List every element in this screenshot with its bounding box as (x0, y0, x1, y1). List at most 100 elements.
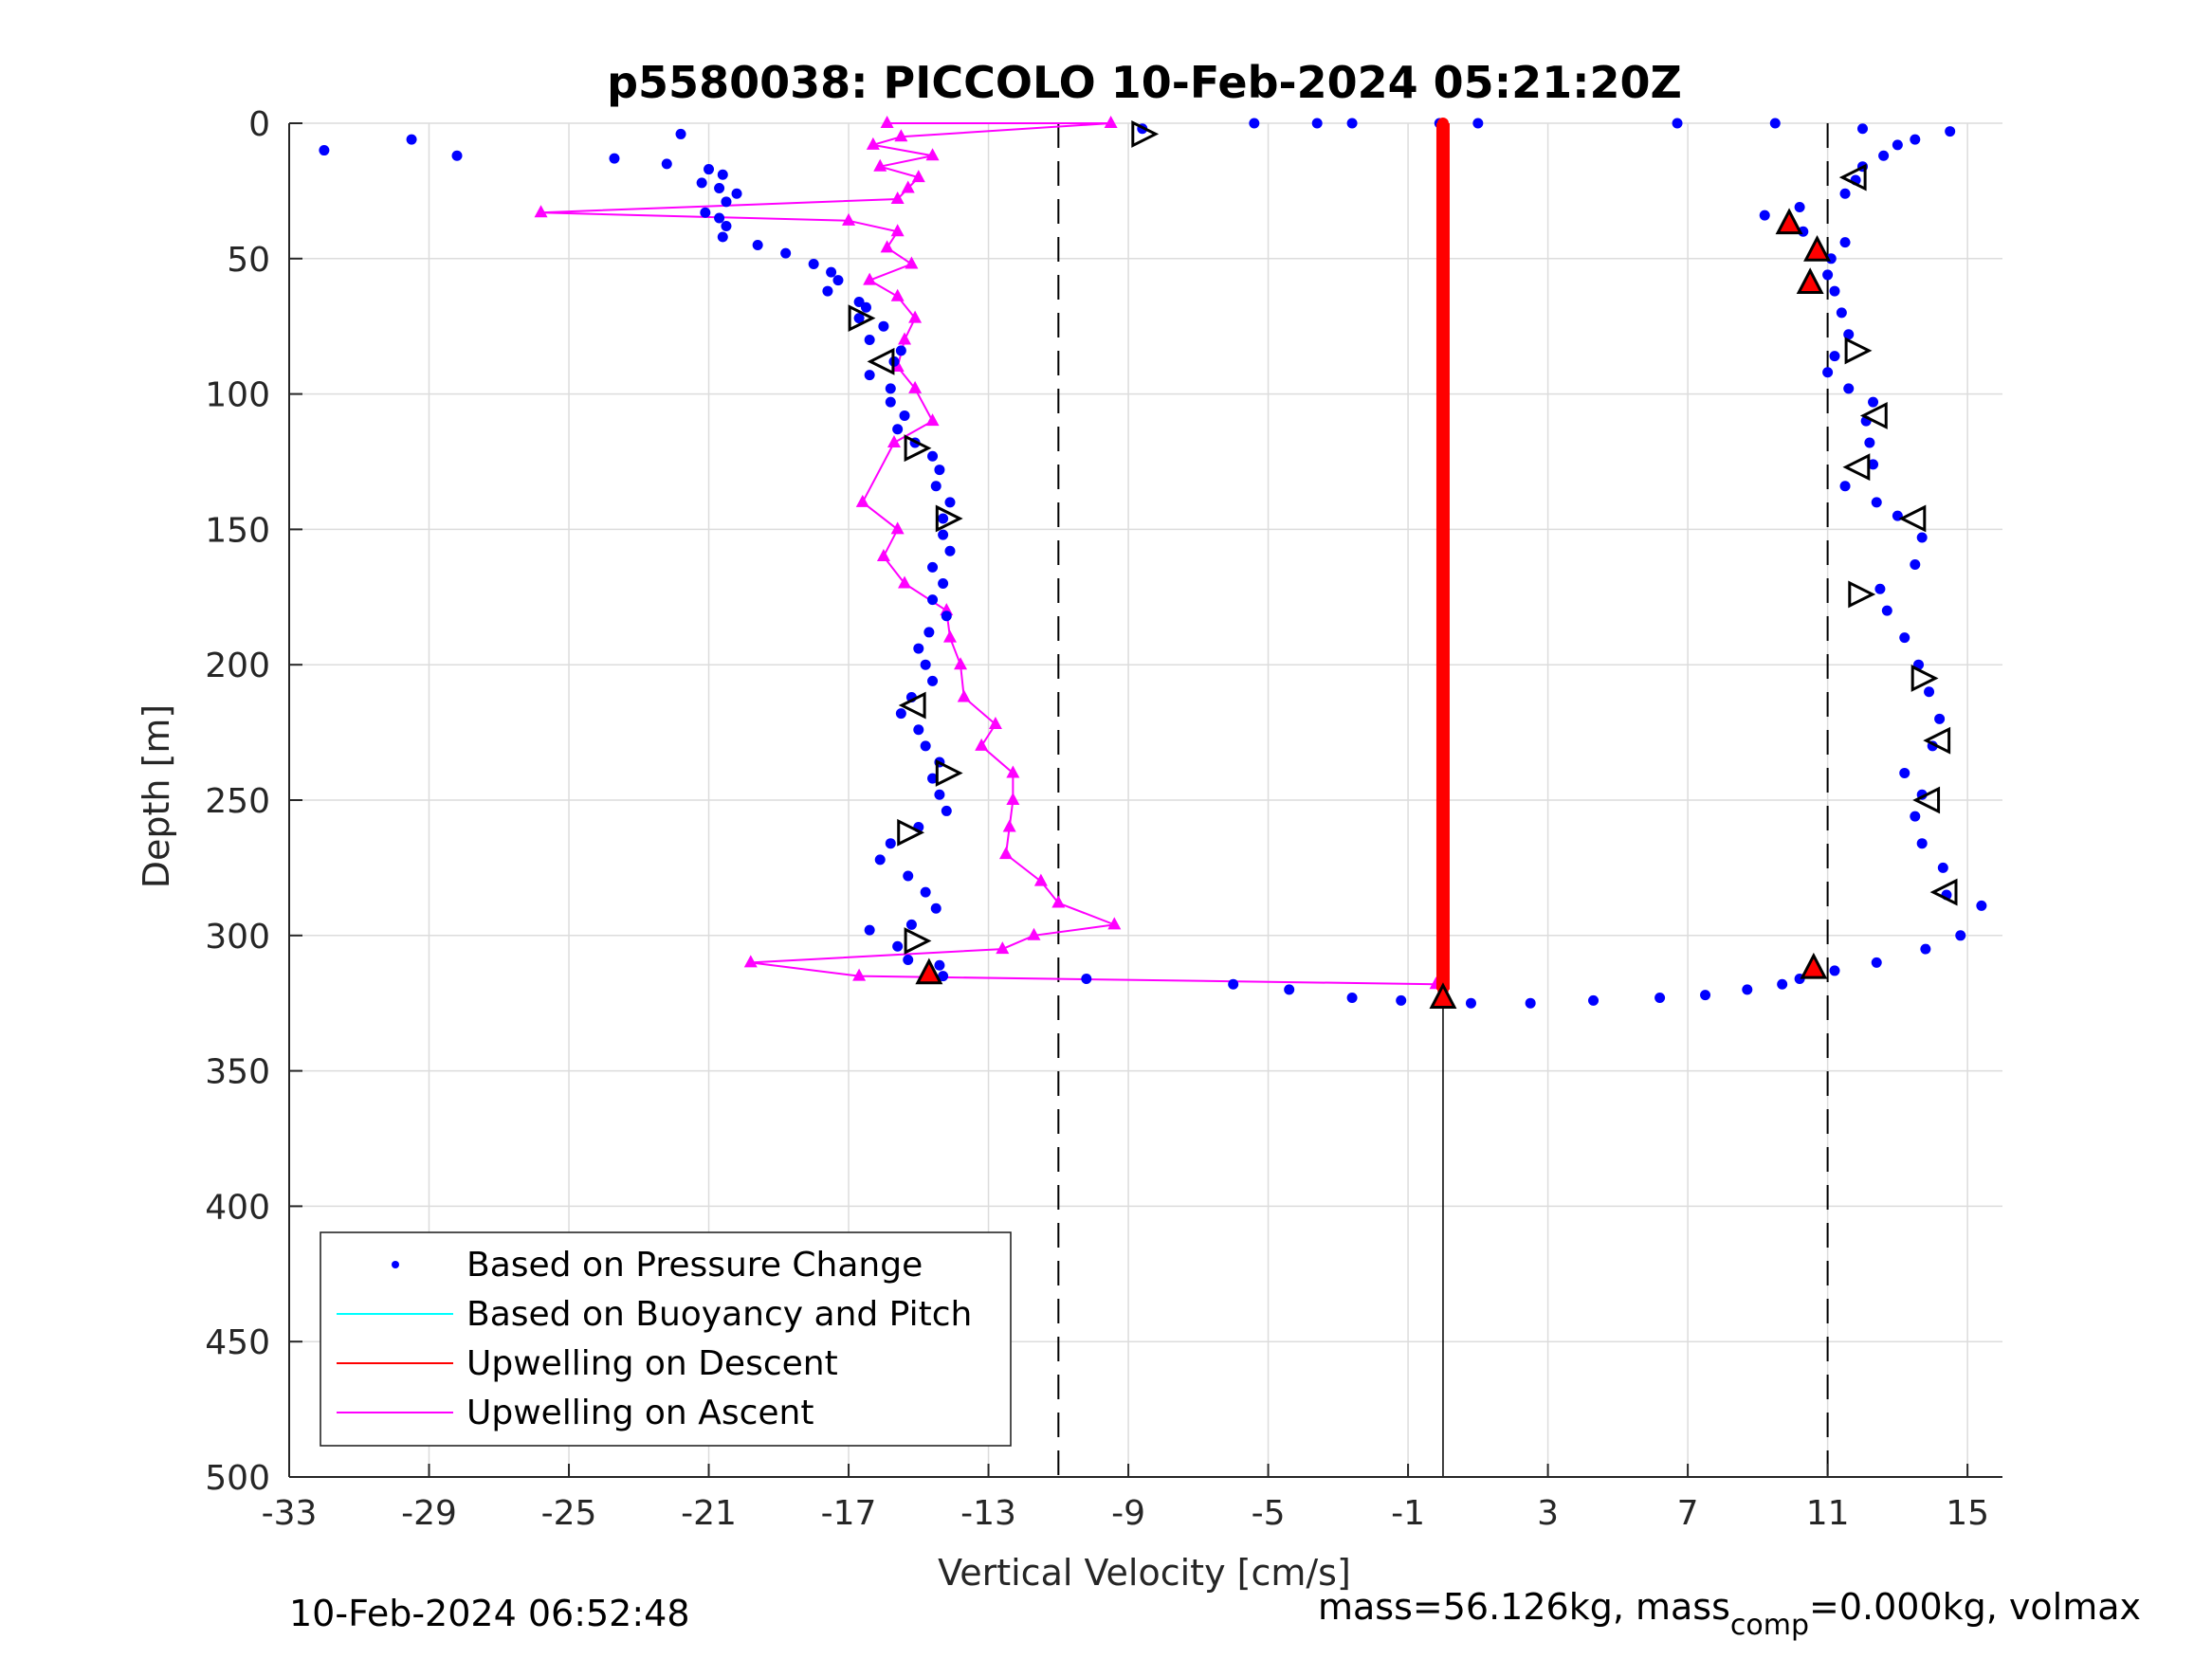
x-tick-label: 11 (1806, 1494, 1850, 1533)
open-triangle-marker (1848, 580, 1876, 609)
ascent-point (873, 158, 887, 172)
pressure-point (1856, 123, 1868, 135)
y-tick-label: 400 (205, 1188, 270, 1227)
pressure-point (923, 627, 935, 638)
ascent-point (855, 494, 869, 507)
pressure-point (927, 561, 939, 573)
x-tick-label: -5 (1252, 1494, 1286, 1533)
pressure-point (714, 183, 725, 194)
pressure-point (717, 231, 728, 243)
pressure-point (714, 212, 725, 224)
descent-point (1436, 118, 1449, 129)
x-tick-label: 15 (1946, 1494, 1989, 1533)
pressure-point (721, 221, 732, 232)
red-triangle-marker (1796, 267, 1824, 295)
pressure-point (1910, 134, 1921, 145)
x-tick-labels: -33 -29 -25 -21 -17 -13 -9 -5 -1 3 7 11 15 (262, 1494, 1989, 1533)
pressure-point (1839, 188, 1851, 199)
legend-label-pressure: Based on Pressure Change (466, 1246, 923, 1285)
pressure-point (1794, 202, 1805, 213)
ascent-point (876, 548, 890, 561)
pressure-point (941, 805, 952, 816)
pressure-point (920, 659, 931, 670)
ascent-point (894, 129, 908, 142)
upwelling-descent-series (1435, 118, 1450, 995)
y-tick-label: 200 (205, 647, 270, 685)
pressure-point (1311, 118, 1323, 129)
ascent-point (866, 137, 880, 150)
pressure-point (930, 481, 941, 492)
red-triangle-marker (1803, 234, 1832, 262)
pressure-point (892, 424, 904, 435)
pressure-point (903, 870, 914, 882)
ascent-point (911, 170, 925, 183)
pressure-point (1881, 605, 1892, 616)
pressure-point (1742, 984, 1753, 995)
pressure-point (780, 247, 792, 259)
legend-label-buoyancy: Based on Buoyancy and Pitch (466, 1295, 972, 1334)
ascent-point (863, 272, 877, 285)
axes-box (288, 122, 2002, 1478)
pressure-point (1843, 383, 1855, 394)
pressure-point (1945, 126, 1956, 137)
pressure-point (822, 285, 833, 297)
ascent-point (988, 717, 1002, 730)
pressure-point (927, 594, 939, 606)
open-triangle-marker (1838, 163, 1867, 191)
open-triangle-marker (1842, 453, 1871, 482)
pressure-point (1878, 150, 1890, 161)
ascent-point (925, 413, 940, 427)
ascent-point (852, 968, 867, 981)
open-triangle-marker (1910, 665, 1939, 692)
pressure-point (1822, 269, 1834, 281)
pressure-point (938, 529, 949, 540)
legend-box (320, 1231, 1012, 1447)
pressure-point (938, 513, 949, 524)
pressure-point (1871, 957, 1882, 968)
x-tick-label: -29 (401, 1494, 457, 1533)
ascent-point (1033, 873, 1048, 886)
mass-subscript: comp (1730, 1609, 1809, 1642)
pressure-point (1249, 118, 1260, 129)
pressure-point (1228, 978, 1239, 990)
x-tick-label: 3 (1537, 1494, 1559, 1533)
ascent-point (880, 240, 894, 253)
pressure-point (1525, 997, 1536, 1009)
pressure-point (927, 450, 939, 462)
pressure-point (864, 924, 875, 936)
ascent-point (1006, 765, 1020, 778)
y-tick-label: 450 (205, 1323, 270, 1362)
pressure-point (696, 177, 707, 189)
pressure-point (913, 724, 924, 736)
descent-point (1436, 794, 1449, 806)
pressure-point (1955, 930, 1966, 941)
pressure-point (1836, 307, 1847, 319)
pressure-point (1864, 437, 1875, 448)
open-triangle-marker (1844, 337, 1873, 365)
pressure-point (1874, 583, 1886, 594)
pressure-point (1916, 532, 1928, 543)
open-triangle-marker (1859, 402, 1888, 429)
descent-point (1436, 929, 1449, 941)
pressure-point (944, 497, 956, 508)
pressure-point (895, 708, 906, 720)
ascent-point (908, 310, 923, 323)
pressure-point (934, 959, 945, 971)
pressure-point (675, 128, 686, 139)
pressure-point (1777, 978, 1788, 990)
pressure-point (700, 207, 711, 218)
pressure-change-series (319, 118, 1987, 1009)
y-tick-label: 100 (205, 376, 270, 415)
pressure-point (944, 545, 956, 556)
pressure-point (832, 275, 844, 286)
ascent-point (890, 224, 905, 237)
open-triangle-marker (904, 927, 932, 955)
ascent-point (890, 521, 905, 535)
pressure-point (808, 259, 819, 270)
pressure-point (1934, 713, 1946, 724)
ascent-point (880, 116, 894, 128)
pressure-point (934, 465, 945, 476)
legend-label-descent: Upwelling on Descent (466, 1344, 838, 1383)
ascent-point (975, 738, 989, 751)
pressure-point (1937, 862, 1948, 873)
